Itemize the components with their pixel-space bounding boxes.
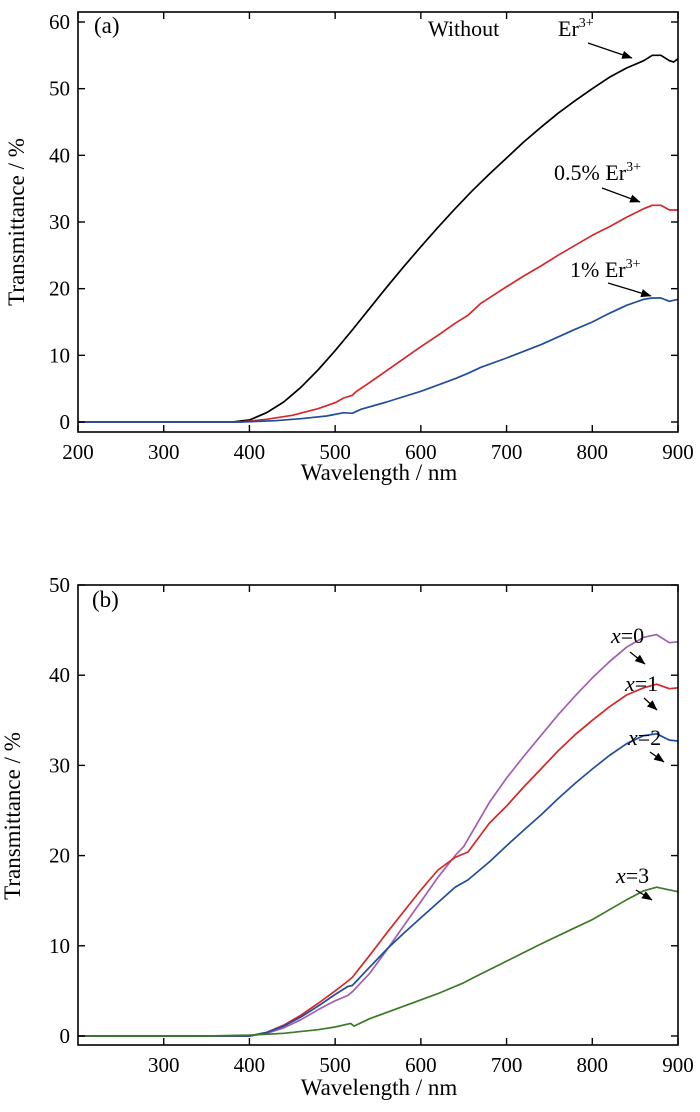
chart-b-x-tick-label: 600 bbox=[405, 1053, 437, 1077]
chart-b-x-tick-label: 500 bbox=[319, 1053, 351, 1077]
chart-b-annotation-x1: x=1 bbox=[624, 671, 658, 696]
chart-a-x-tick-label: 300 bbox=[148, 440, 180, 464]
chart-b-y-tick-label: 0 bbox=[60, 1024, 71, 1048]
chart-b-series-line-4 bbox=[78, 886, 679, 1037]
chart-a-xlabel: Wavelength / nm bbox=[301, 460, 458, 485]
chart-a-annotation-er: Er3+ bbox=[558, 16, 594, 41]
chart-b-y-tick-label: 20 bbox=[49, 844, 70, 868]
chart-b-annotation-x3: x=3 bbox=[615, 863, 649, 888]
chart-b-annotation-x2: x=2 bbox=[627, 725, 661, 750]
chart-b-series-line-3 bbox=[78, 732, 679, 1037]
chart-a-y-tick-label: 40 bbox=[49, 143, 70, 167]
chart-b-series-line-2 bbox=[78, 683, 679, 1037]
chart-a-y-tick-label: 20 bbox=[49, 277, 70, 301]
chart-a-annotation-without: Without bbox=[428, 16, 499, 41]
chart-a-ylabel: Transmittance / % bbox=[4, 138, 29, 306]
chart-b-ticks: 300 400 500 600 700 800 900 0 10 20 30 40 50 bbox=[49, 573, 694, 1077]
chart-a-y-tick-label: 50 bbox=[49, 77, 70, 101]
chart-a-ticks: 200 300 400 500 600 700 800 900 0 10 20 30 40 50 60 bbox=[49, 10, 694, 464]
chart-a-arrow-without bbox=[587, 42, 633, 59]
chart-b-x-tick-label: 900 bbox=[662, 1053, 694, 1077]
chart-b-xlabel: Wavelength / nm bbox=[301, 1075, 458, 1100]
chart-b-y-tick-label: 30 bbox=[49, 753, 70, 777]
chart-a-series-line-3 bbox=[78, 297, 679, 423]
chart-a-annotation-1pct: 1% Er3+ bbox=[570, 257, 641, 282]
chart-b-arrow-x2 bbox=[649, 751, 665, 763]
chart-b-y-tick-label: 10 bbox=[49, 934, 70, 958]
chart-b-y-tick-label: 40 bbox=[49, 663, 70, 687]
chart-a-plot-frame bbox=[77, 11, 679, 433]
chart-a-arrow-1pct bbox=[607, 282, 652, 298]
chart-a-x-tick-label: 400 bbox=[234, 440, 266, 464]
chart-panel-b: 300 400 500 600 700 800 900 0 10 20 30 40 50 (b) Wav… bbox=[0, 573, 694, 1100]
chart-b-x-tick-label: 400 bbox=[234, 1053, 266, 1077]
chart-b-arrow-x1 bbox=[643, 697, 658, 711]
chart-b-x-tick-label: 800 bbox=[577, 1053, 609, 1077]
chart-a-x-tick-label: 200 bbox=[62, 440, 94, 464]
chart-a-annotation-05pct: 0.5% Er3+ bbox=[554, 160, 641, 185]
chart-a-x-tick-label: 700 bbox=[491, 440, 523, 464]
chart-b-arrow-x3 bbox=[635, 889, 653, 901]
chart-b-series-group bbox=[78, 633, 679, 1037]
chart-a-x-tick-label: 900 bbox=[662, 440, 694, 464]
chart-b-ylabel: Transmittance / % bbox=[0, 732, 25, 900]
chart-b-arrow-x0 bbox=[629, 651, 646, 665]
chart-a-series-line-1 bbox=[78, 54, 679, 423]
chart-b-annotation-x0: x=0 bbox=[610, 623, 644, 648]
chart-b-panel-label: (b) bbox=[92, 587, 119, 612]
chart-b-series-line-1 bbox=[78, 633, 679, 1037]
chart-a-y-tick-label: 10 bbox=[49, 343, 70, 367]
chart-a-y-tick-label: 60 bbox=[49, 10, 70, 34]
chart-b-x-tick-label: 300 bbox=[148, 1053, 180, 1077]
chart-a-x-tick-label: 500 bbox=[319, 440, 351, 464]
chart-a-panel-label: (a) bbox=[94, 13, 120, 38]
chart-b-plot-frame bbox=[77, 584, 679, 1046]
chart-b-x-tick-label: 700 bbox=[491, 1053, 523, 1077]
chart-b-y-tick-label: 50 bbox=[49, 573, 70, 597]
chart-a-series-group bbox=[78, 54, 679, 423]
chart-a-arrow-05pct bbox=[601, 187, 641, 203]
chart-a-x-tick-label: 800 bbox=[577, 440, 609, 464]
chart-a-y-tick-label: 30 bbox=[49, 210, 70, 234]
chart-a-y-tick-label: 0 bbox=[60, 410, 71, 434]
chart-a-x-tick-label: 600 bbox=[405, 440, 437, 464]
chart-panel-a: 200 300 400 500 600 700 800 900 0 10 20 30 40 50 60 (a… bbox=[4, 10, 694, 485]
chart-a-series-line-2 bbox=[78, 204, 678, 423]
